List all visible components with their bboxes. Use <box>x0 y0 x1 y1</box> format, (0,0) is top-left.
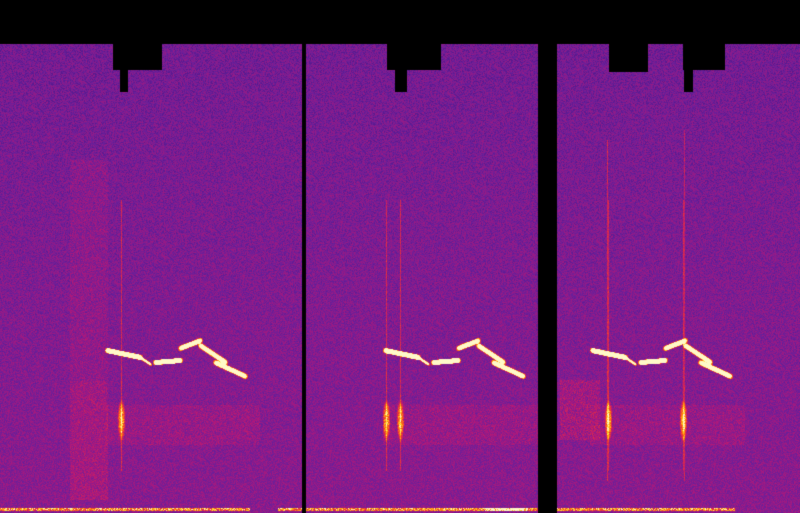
spectrogram-panel-1 <box>0 0 302 513</box>
spectrogram-panel-3 <box>557 0 800 513</box>
spectrogram-panel-2 <box>306 0 538 513</box>
